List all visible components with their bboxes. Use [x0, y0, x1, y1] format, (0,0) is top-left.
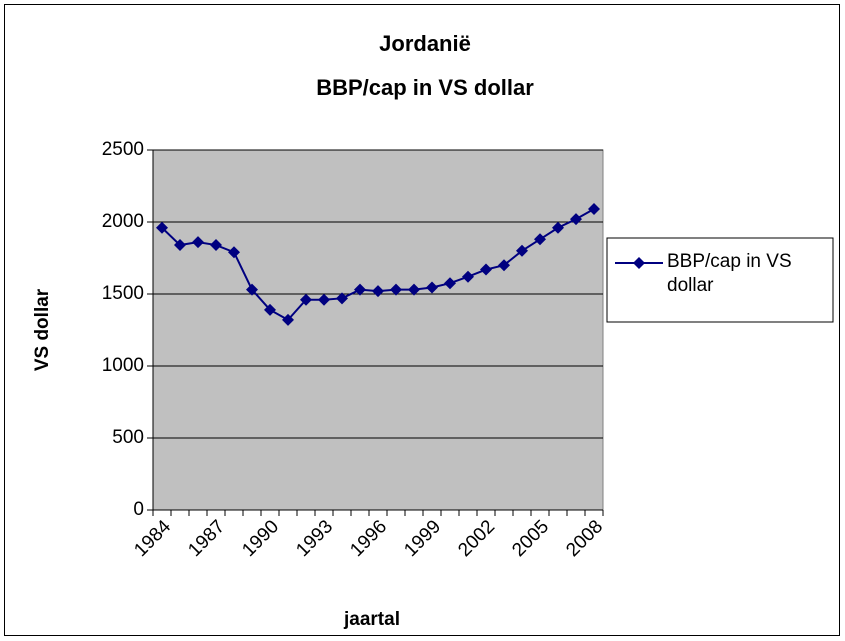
- data-point: [552, 221, 564, 234]
- data-point: [246, 283, 258, 296]
- data-point: [390, 283, 402, 296]
- data-point: [498, 259, 510, 272]
- y-tick-label: 0: [133, 499, 144, 520]
- data-point: [372, 285, 384, 298]
- y-tick-label: 2500: [102, 139, 144, 160]
- data-point: [570, 213, 582, 226]
- y-tick-label: 500: [112, 427, 144, 448]
- data-point: [588, 203, 600, 216]
- data-point: [534, 233, 546, 246]
- data-point: [174, 239, 186, 252]
- chart-title: Jordanië: [379, 31, 471, 56]
- x-axis-label: jaartal: [343, 609, 400, 630]
- y-tick-label: 1000: [102, 355, 144, 376]
- data-point: [426, 281, 438, 294]
- data-point: [156, 221, 168, 234]
- data-point: [336, 292, 348, 305]
- data-point: [282, 313, 294, 326]
- y-axis-label: VS dollar: [32, 288, 53, 371]
- data-point: [318, 293, 330, 306]
- legend-marker: [633, 257, 645, 269]
- data-point: [408, 283, 420, 296]
- data-point: [480, 263, 492, 276]
- plot-area: [152, 149, 604, 511]
- legend-label-box: BBP/cap in VS dollar: [667, 251, 792, 296]
- data-point: [264, 303, 276, 316]
- data-point: [228, 246, 240, 259]
- data-point: [300, 293, 312, 306]
- y-tick-label: 1500: [102, 283, 144, 304]
- y-tick-label: 2000: [102, 211, 144, 232]
- data-point: [210, 239, 222, 252]
- legend-box: [606, 237, 834, 323]
- chart-title: BBP/cap in VS dollar: [316, 75, 534, 100]
- legend-label: BBP/cap in VS dollar: [667, 251, 792, 296]
- data-point: [516, 244, 528, 257]
- data-point: [444, 277, 456, 290]
- data-point: [462, 270, 474, 283]
- data-point: [192, 236, 204, 249]
- data-point: [354, 283, 366, 296]
